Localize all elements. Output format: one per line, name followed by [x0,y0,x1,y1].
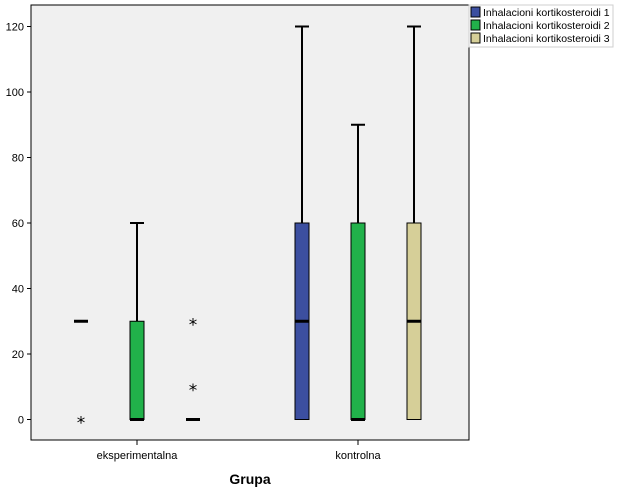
outlier-star-marker: * [77,414,86,434]
box-3-kontrolna [406,25,422,420]
box-2-kontrolna [350,123,366,421]
box-series-group: *** [74,25,422,434]
box-1-eksperimentalna: * [74,319,88,434]
y-tick-label: 100 [6,87,24,99]
legend-swatch [470,19,481,31]
box-2-eksperimentalna [129,222,145,421]
y-tick-label: 80 [12,153,24,165]
legend-box [468,4,614,48]
legend-swatch [470,32,481,44]
x-tick-label: kontrolna [335,450,381,462]
legend-label: Inhalacioni kortikosteroidi 2 [483,20,610,32]
y-tick-label: 0 [18,415,24,427]
outlier-star-marker: * [189,315,198,335]
legend-swatch [470,6,481,18]
outlier-star-marker: * [189,381,198,401]
y-tick-label: 40 [12,284,24,296]
box-1-kontrolna [294,25,310,420]
legend: Inhalacioni kortikosteroidi 1Inhalacioni… [468,4,614,48]
x-axis: eksperimentalna kontrolna [97,440,382,462]
x-axis-title: Grupa [229,471,270,487]
y-axis: 0 20 40 60 80 100 120 [6,22,31,427]
legend-label: Inhalacioni kortikosteroidi 1 [483,7,610,19]
iqr-box [129,320,145,420]
plot-area [30,4,470,441]
y-tick-label: 60 [12,218,24,230]
y-tick-label: 20 [12,349,24,361]
box-3-eksperimentalna: ** [186,315,200,421]
iqr-box [350,222,366,420]
y-tick-label: 120 [6,22,24,34]
x-tick-label: eksperimentalna [97,450,179,462]
legend-label: Inhalacioni kortikosteroidi 3 [483,33,610,45]
